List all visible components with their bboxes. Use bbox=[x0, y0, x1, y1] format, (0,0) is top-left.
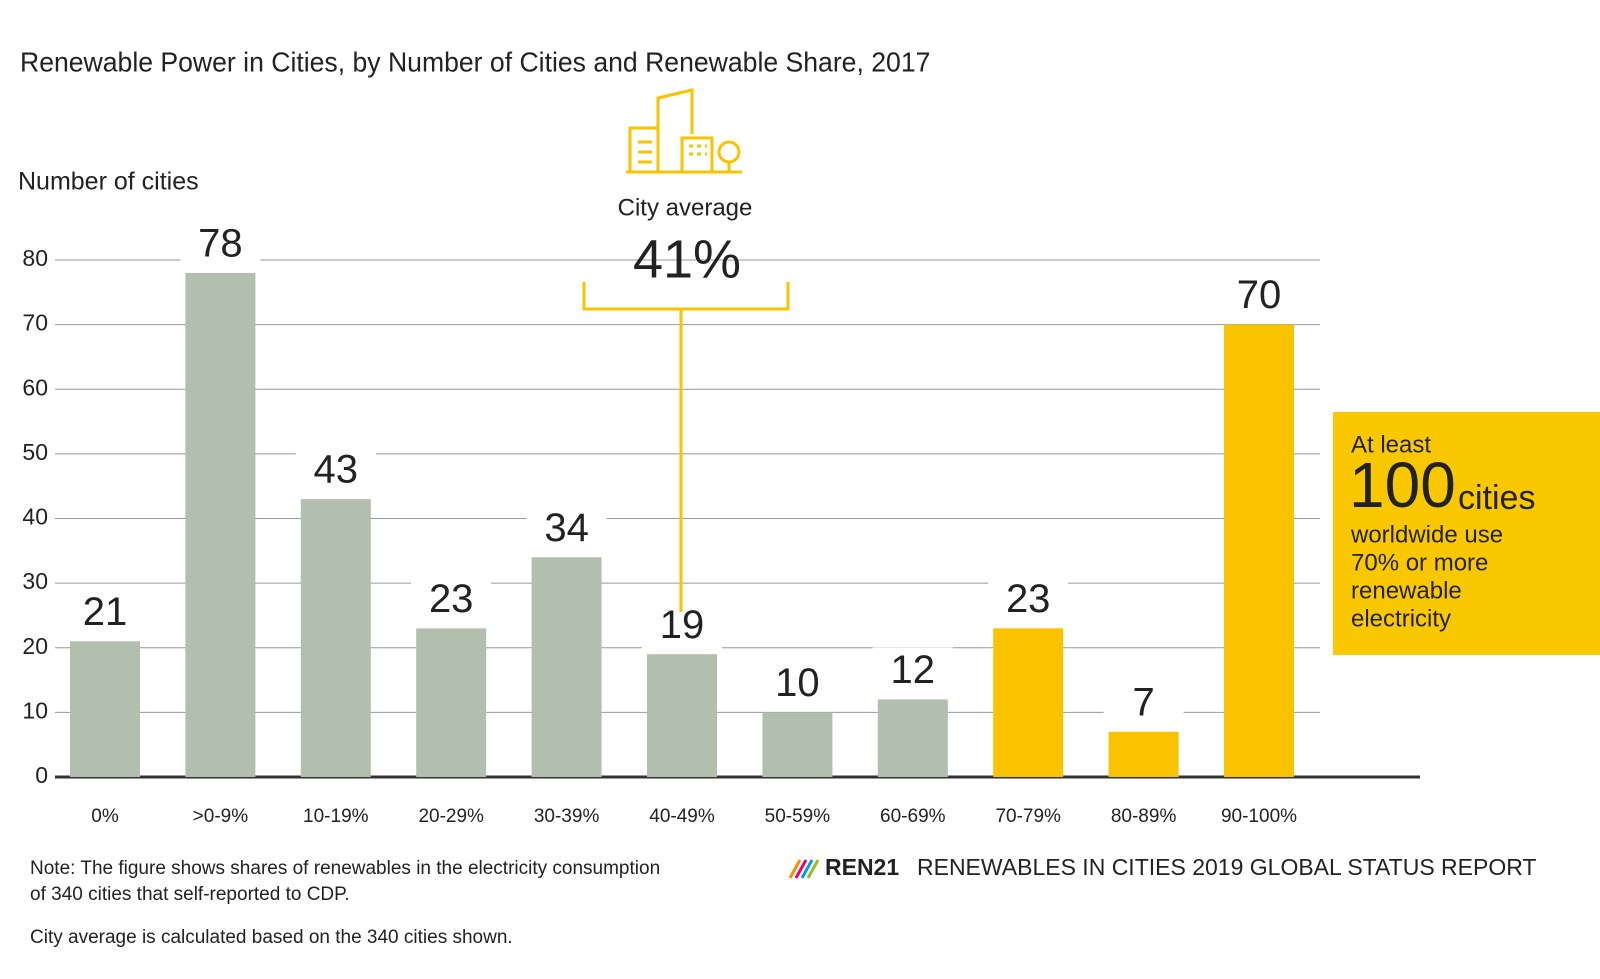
average-label: City average bbox=[618, 194, 753, 221]
value-label: 78 bbox=[198, 221, 243, 265]
average-value: 41% bbox=[633, 229, 741, 289]
x-tick-label: 70-79% bbox=[995, 806, 1061, 827]
label-knockout bbox=[411, 576, 492, 625]
x-tick-label: 80-89% bbox=[1111, 806, 1177, 827]
source-brand: REN21 bbox=[825, 854, 899, 880]
label-knockout bbox=[872, 647, 953, 696]
value-label: 34 bbox=[544, 506, 589, 550]
source-report: RENEWABLES IN CITIES 2019 GLOBAL STATUS … bbox=[917, 854, 1536, 880]
bar bbox=[300, 499, 371, 777]
x-tick-label: 0% bbox=[91, 806, 119, 827]
callout-line: 70% or more bbox=[1351, 549, 1488, 576]
bar bbox=[877, 699, 948, 777]
y-tick-label: 50 bbox=[22, 439, 48, 465]
x-tick-label: 40-49% bbox=[649, 806, 715, 827]
y-tick-label: 10 bbox=[22, 697, 48, 723]
bar bbox=[647, 654, 717, 777]
callout-line: worldwide use bbox=[1350, 521, 1503, 548]
callout-unit: cities bbox=[1458, 479, 1535, 517]
bar bbox=[1108, 731, 1179, 777]
value-label: 12 bbox=[891, 648, 936, 692]
average-bracket bbox=[582, 282, 790, 612]
callout-intro: At least bbox=[1351, 431, 1431, 458]
x-tick-label: 20-29% bbox=[418, 806, 484, 827]
note: City average is calculated based on the … bbox=[30, 927, 513, 948]
label-knockout bbox=[1219, 272, 1299, 321]
x-tick-label: 90-100% bbox=[1221, 806, 1297, 827]
value-label: 70 bbox=[1237, 273, 1282, 317]
plot: 0 10 20 30 40 50 60 70 80 0% 21 >0-9% 78 10-19% 43 20-2… bbox=[22, 220, 1420, 827]
label-knockout bbox=[180, 220, 261, 269]
y-tick-label: 30 bbox=[22, 568, 48, 594]
callout-line: electricity bbox=[1351, 605, 1451, 632]
value-label: 10 bbox=[775, 661, 820, 705]
city-icon bbox=[626, 88, 742, 174]
y-tick-label: 0 bbox=[35, 762, 48, 788]
bar bbox=[416, 628, 487, 777]
label-knockout bbox=[65, 589, 145, 638]
note: of 340 cities that self-reported to CDP. bbox=[30, 884, 350, 905]
x-tick-label: 30-39% bbox=[534, 806, 600, 827]
y-tick-label: 40 bbox=[22, 504, 48, 530]
label-knockout bbox=[526, 505, 607, 554]
label-knockout bbox=[295, 447, 376, 496]
x-tick-label: 60-69% bbox=[880, 806, 946, 827]
callout-line: renewable bbox=[1351, 577, 1462, 604]
value-label: 21 bbox=[83, 590, 128, 634]
x-tick-label: 50-59% bbox=[765, 806, 831, 827]
label-knockout bbox=[988, 576, 1069, 625]
bar bbox=[531, 557, 602, 777]
chart-title: Renewable Power in Cities, by Number of … bbox=[20, 46, 930, 78]
value-label: 7 bbox=[1132, 680, 1154, 724]
bar bbox=[762, 712, 833, 777]
y-axis-title: Number of cities bbox=[18, 168, 199, 196]
callout-box bbox=[1333, 412, 1600, 655]
label-knockout bbox=[757, 660, 838, 709]
bar bbox=[993, 628, 1064, 777]
bar bbox=[70, 641, 140, 777]
y-tick-label: 20 bbox=[22, 633, 48, 659]
y-tick-label: 70 bbox=[22, 310, 48, 336]
ren21-logo bbox=[788, 859, 820, 879]
x-tick-label: >0-9% bbox=[193, 806, 249, 827]
y-tick-label: 60 bbox=[22, 374, 48, 400]
y-tick-label: 80 bbox=[22, 245, 48, 271]
bar bbox=[1224, 324, 1294, 777]
callout-number: 100 bbox=[1349, 449, 1456, 521]
note: Note: The figure shows shares of renewab… bbox=[30, 858, 660, 879]
bar bbox=[185, 272, 256, 777]
x-tick-label: 10-19% bbox=[303, 806, 369, 827]
value-label: 23 bbox=[1006, 577, 1051, 621]
label-knockout bbox=[1103, 679, 1184, 728]
value-label: 43 bbox=[314, 448, 359, 492]
value-label: 23 bbox=[429, 577, 474, 621]
